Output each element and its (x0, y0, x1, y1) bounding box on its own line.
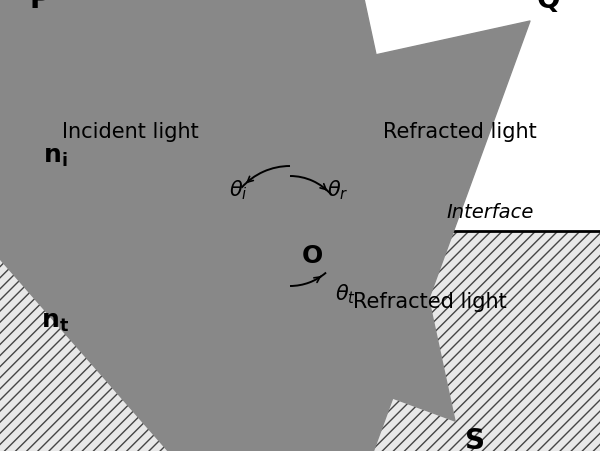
Text: Q: Q (536, 0, 560, 14)
Text: Refracted light: Refracted light (383, 122, 537, 142)
Text: S: S (465, 426, 485, 451)
Text: Refracted light: Refracted light (353, 291, 507, 311)
Text: Normal: Normal (254, 0, 330, 4)
Text: O: O (301, 244, 323, 267)
Text: Incident light: Incident light (62, 122, 199, 142)
Text: Interface: Interface (446, 202, 533, 221)
Text: $\theta_t$: $\theta_t$ (335, 281, 355, 305)
Text: $\theta_r$: $\theta_r$ (327, 178, 349, 201)
Bar (0, 231, 600, 451)
Text: $\mathbf{n_i}$: $\mathbf{n_i}$ (43, 145, 67, 169)
Text: $\mathbf{n_t}$: $\mathbf{n_t}$ (41, 309, 69, 333)
Text: $\theta_i$: $\theta_i$ (229, 178, 247, 201)
Text: P: P (30, 0, 50, 14)
